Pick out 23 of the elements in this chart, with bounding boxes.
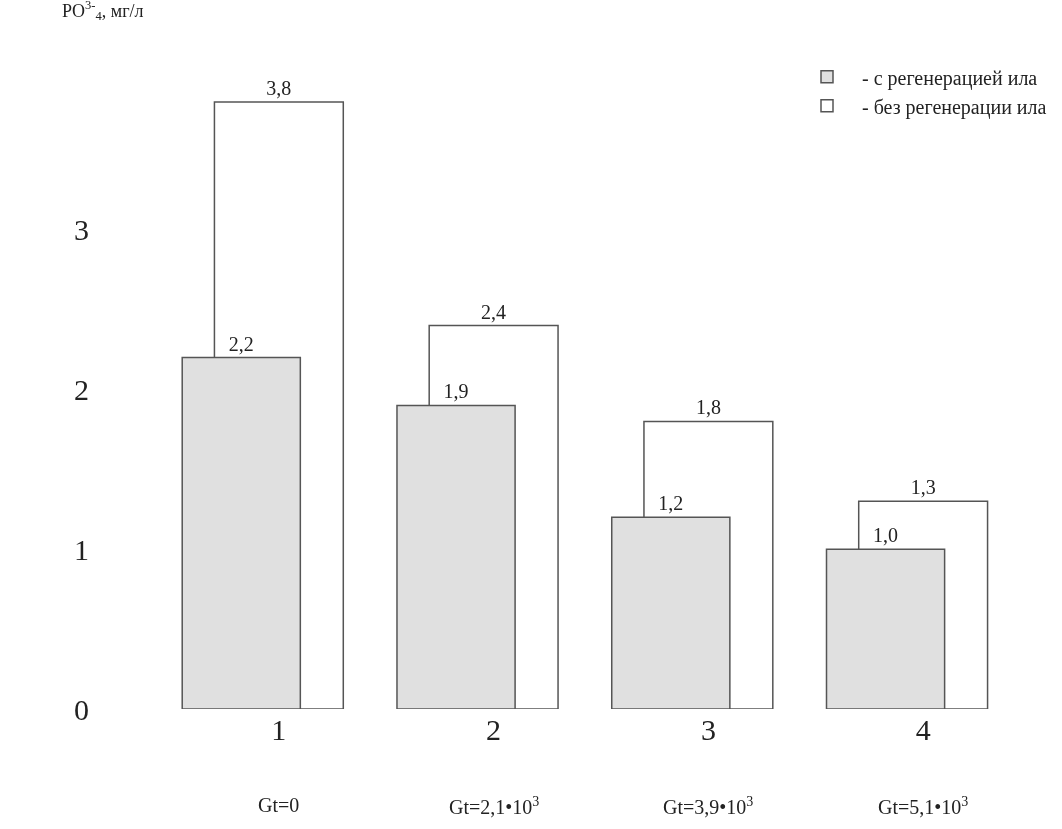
y-tick-label: 0 — [74, 692, 89, 726]
data-label: 2,4 — [481, 300, 507, 323]
data-label: 1,8 — [695, 396, 721, 419]
data-label: 2,2 — [228, 332, 254, 355]
legend-label: - с регенерацией ила — [862, 66, 1038, 90]
text: Gt=2,1•10$^{3}$ — [449, 794, 540, 819]
y-tick-label: 1 — [74, 532, 89, 566]
text: Gt=5,1•10$^{3}$ — [878, 794, 969, 819]
x-tick-label: 2 — [486, 713, 502, 746]
x-tick-label: 3 — [700, 713, 716, 746]
data-label: 1,9 — [443, 380, 469, 403]
x-tick-label: 4 — [915, 713, 931, 746]
data-label: 1,2 — [658, 492, 684, 515]
text: Gt=3,9•10$^{3}$ — [663, 794, 754, 819]
text: Gt=0 — [258, 794, 300, 816]
y-tick-label: 2 — [74, 373, 89, 406]
data-label: 3,8 — [266, 76, 292, 99]
x-tick-label: 1 — [271, 713, 287, 746]
legend-label: - без регенерации ила — [862, 95, 1047, 119]
y-axis-title: PO$^{3-}$$_{4}$, мг/л — [62, 0, 144, 24]
y-tick-label: 3 — [74, 213, 89, 247]
data-label: 1,3 — [910, 476, 936, 499]
data-label: 1,0 — [873, 524, 899, 547]
